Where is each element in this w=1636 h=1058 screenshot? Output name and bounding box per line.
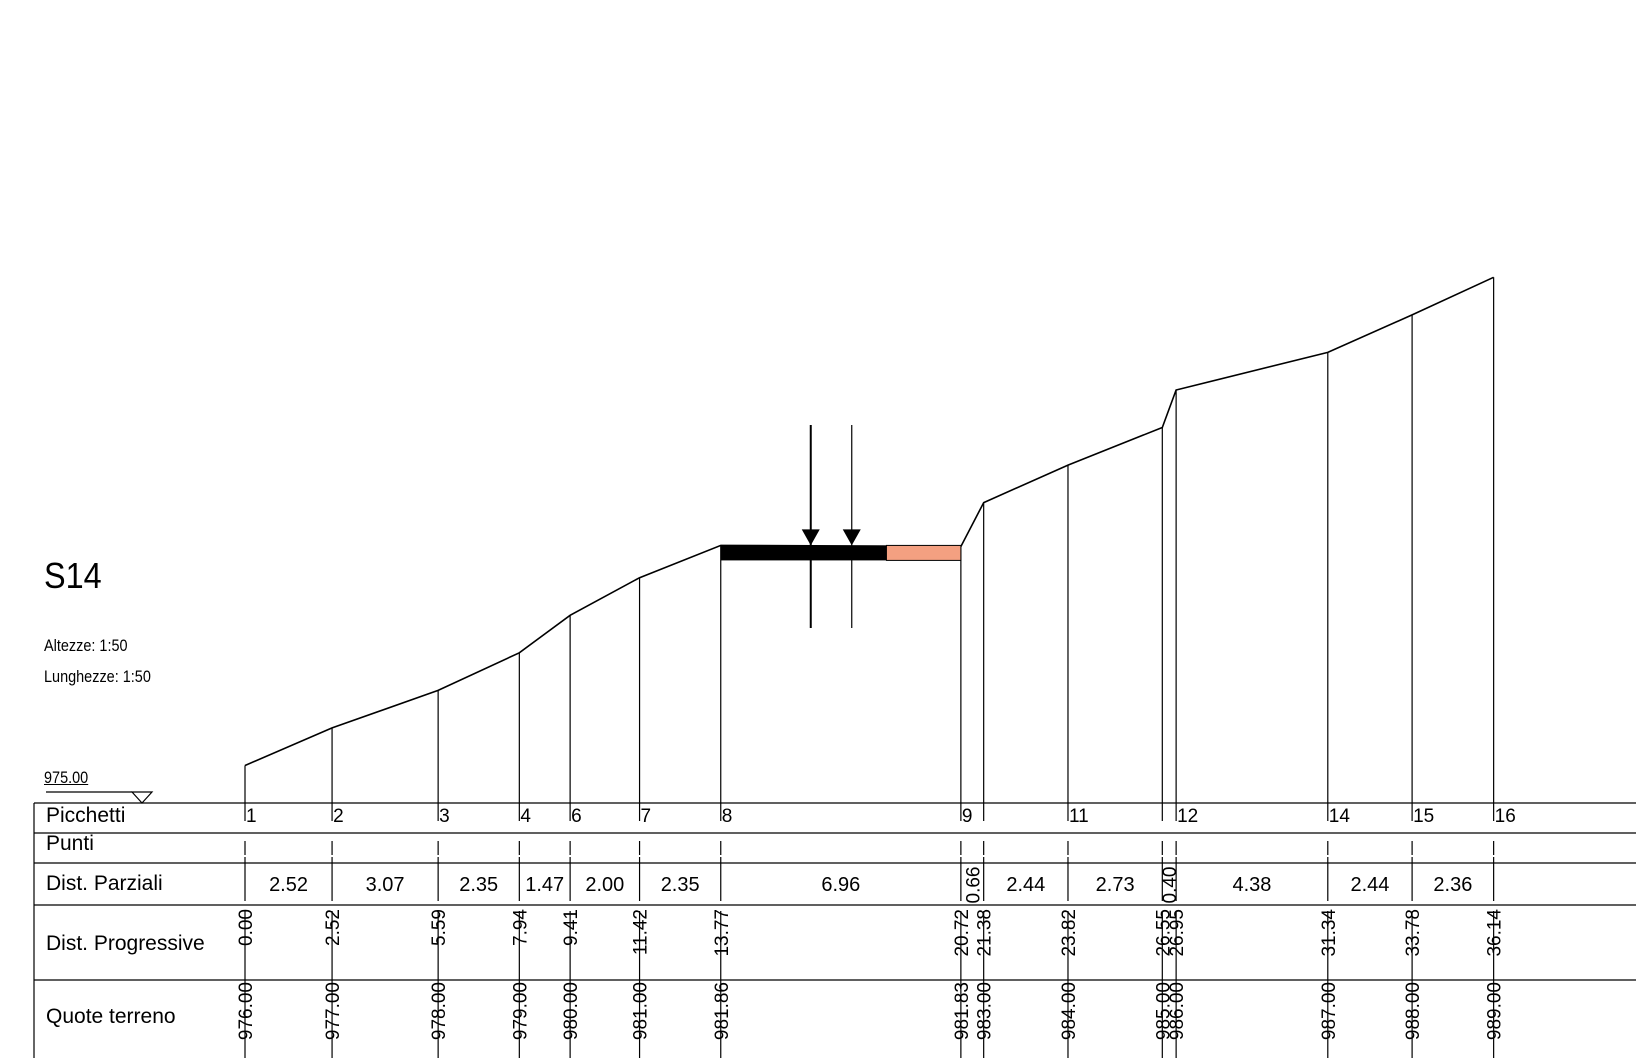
progressive-distance-label: 11.42 <box>631 909 652 955</box>
picchetto-label: 4 <box>520 806 531 827</box>
table-row-label: Dist. Progressive <box>46 932 205 955</box>
road-axis-arrow <box>842 529 861 546</box>
progressive-distance-label: 36.14 <box>1485 909 1506 957</box>
terrain-elevation-label: 984.00 <box>1059 982 1080 1040</box>
terrain-elevation-label: 983.00 <box>975 982 996 1040</box>
partial-distance-label: 0.66 <box>963 867 984 904</box>
partial-distance-label: 4.38 <box>1232 874 1271 896</box>
picchetto-label: 9 <box>962 806 973 827</box>
partial-distance-label: 2.35 <box>459 874 498 896</box>
progressive-distance-label: 26.95 <box>1167 909 1188 957</box>
picchetto-label: 8 <box>722 806 733 827</box>
progressive-distance-label: 13.77 <box>712 909 733 957</box>
progressive-distance-label: 33.78 <box>1403 909 1424 957</box>
datum-elevation-label: 975.00 <box>44 768 89 787</box>
terrain-profile-line <box>244 276 1494 767</box>
section-title: S14 <box>44 555 102 596</box>
terrain-elevation-label: 979.00 <box>510 982 531 1040</box>
progressive-distance-label: 31.34 <box>1319 909 1340 957</box>
lengths-scale-label: Lunghezze: 1:50 <box>44 667 151 686</box>
picchetto-label: 6 <box>571 806 582 827</box>
picchetto-label: 1 <box>246 806 257 827</box>
terrain-elevation-label: 981.86 <box>712 982 733 1040</box>
terrain-elevation-label: 986.00 <box>1167 982 1188 1040</box>
progressive-distance-label: 26.55 <box>1153 909 1174 957</box>
partial-distance-label: 2.52 <box>269 874 308 896</box>
picchetto-label: 3 <box>439 806 450 827</box>
partial-distance-label: 0.40 <box>1160 867 1181 904</box>
partial-distance-label: 2.44 <box>1350 874 1389 896</box>
table-row-label: Picchetti <box>46 804 125 827</box>
table-row-label: Quote terreno <box>46 1005 176 1028</box>
progressive-distance-label: 21.38 <box>975 909 996 957</box>
partial-distance-label: 2.36 <box>1433 874 1472 896</box>
partial-distance-label: 2.44 <box>1006 874 1045 896</box>
road-axis-arrow <box>801 529 820 546</box>
terrain-elevation-label: 989.00 <box>1485 982 1506 1040</box>
table-row-label: Punti <box>46 832 94 855</box>
partial-distance-label: 2.73 <box>1096 874 1135 896</box>
picchetto-label: 15 <box>1413 806 1434 827</box>
progressive-distance-label: 5.59 <box>429 909 450 946</box>
road-shoulder <box>885 544 962 561</box>
progressive-distance-label: 20.72 <box>952 909 973 957</box>
progressive-distance-label: 23.82 <box>1059 909 1080 957</box>
table-row-label: Dist. Parziali <box>46 872 163 895</box>
partial-distance-label: 2.35 <box>661 874 700 896</box>
heights-scale-label: Altezze: 1:50 <box>44 636 128 655</box>
picchetto-label: 11 <box>1069 806 1089 827</box>
terrain-elevation-label: 976.00 <box>236 982 257 1040</box>
terrain-elevation-label: 981.83 <box>952 982 973 1040</box>
picchetto-label: 2 <box>333 806 344 827</box>
partial-distance-label: 2.00 <box>585 874 624 896</box>
picchetto-label: 12 <box>1177 806 1198 827</box>
partial-distance-label: 1.47 <box>525 874 564 896</box>
progressive-distance-label: 7.94 <box>510 909 531 946</box>
partial-distance-label: 3.07 <box>366 874 405 896</box>
terrain-elevation-label: 977.00 <box>323 982 344 1040</box>
terrain-elevation-label: 985.00 <box>1153 982 1174 1040</box>
picchetto-label: 7 <box>641 806 652 827</box>
picchetto-label: 16 <box>1495 806 1516 827</box>
datum-triangle-marker <box>130 791 154 804</box>
terrain-elevation-label: 987.00 <box>1319 982 1340 1040</box>
terrain-elevation-label: 981.00 <box>631 982 652 1040</box>
terrain-elevation-label: 988.00 <box>1403 982 1424 1040</box>
progressive-distance-label: 9.41 <box>561 909 582 946</box>
terrain-elevation-label: 980.00 <box>561 982 582 1040</box>
progressive-distance-label: 2.52 <box>323 909 344 946</box>
road-pavement <box>720 545 887 561</box>
terrain-elevation-label: 978.00 <box>429 982 450 1040</box>
picchetto-label: 14 <box>1329 806 1351 827</box>
partial-distance-label: 6.96 <box>821 874 860 896</box>
progressive-distance-label: 0.00 <box>236 909 257 946</box>
